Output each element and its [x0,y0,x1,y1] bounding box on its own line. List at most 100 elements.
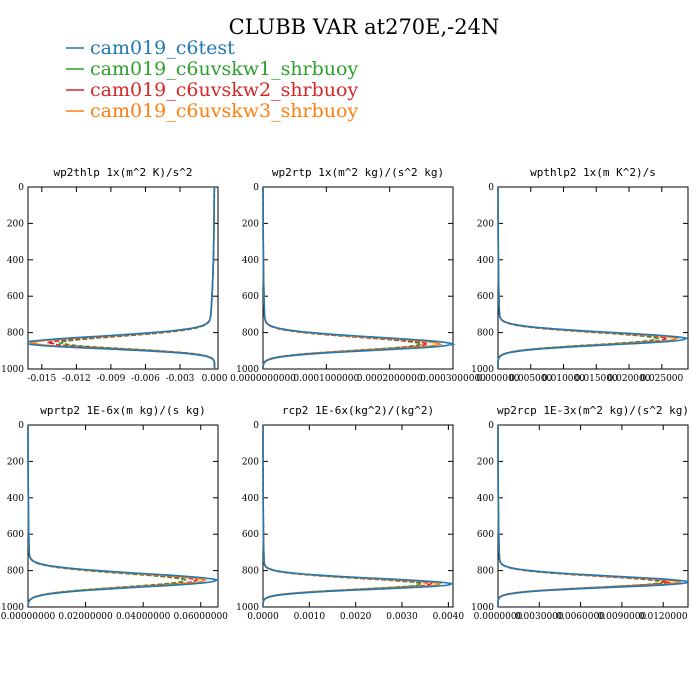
x-tick-label: 0.04000000 [116,612,171,622]
y-tick-label: 0 [488,421,494,431]
x-tick-label: 0.0090000 [598,612,647,622]
panel-title: wprtp2 1E-6x(m kg)/(s kg) [40,404,206,417]
legend-label: cam019_c6uvskw3_shrbuoy [90,100,358,122]
series-line-3 [27,425,208,608]
x-tick-label: 0.005000 [509,374,552,384]
x-tick-label: 0.0060000 [556,612,605,622]
legend-item: cam019_c6uvskw2_shrbuoy [66,79,358,101]
y-tick-label: 800 [7,567,24,577]
panel-title: rcp2 1E-6x(kg^2)/(kg^2) [282,404,434,417]
y-tick-label: 600 [7,530,24,540]
x-tick-label: -0.012 [62,374,91,384]
x-tick-label: 0.025000 [640,374,683,384]
y-tick-label: 200 [242,219,259,229]
y-tick-label: 600 [242,292,259,302]
y-tick-label: 400 [7,256,24,266]
series-line-1 [262,187,424,370]
x-tick-label: 0.0010 [294,612,326,622]
legend-item: cam019_c6uvskw3_shrbuoy [66,100,358,122]
x-tick-label: -0.009 [97,374,126,384]
x-tick-label: 0.06000000 [174,612,229,622]
panel-title: wpthlp2 1x(m K^2)/s [530,166,656,179]
legend: cam019_c6testcam019_c6uvskw1_shrbuoycam0… [66,37,358,122]
x-tick-label: 0.0002000000 [357,374,423,384]
series-line-0 [27,187,216,369]
series-line-1 [497,425,666,607]
series-line-2 [47,187,216,369]
x-tick-label: 0.0001000000 [293,374,359,384]
y-tick-label: 600 [477,530,494,540]
panel-grid: wp2thlp 1x(m^2 K)/s^2 0 200 400 600 800 1000 -0… [1,166,690,622]
y-tick-label: 200 [477,219,494,229]
y-tick-label: 600 [242,530,259,540]
x-tick-label: 0.0000000 [474,612,523,622]
y-tick-label: 200 [7,457,24,467]
series-line-0 [262,425,454,608]
series-line-0 [27,425,220,608]
series-line-1 [58,187,216,369]
x-tick-label: 0.0020 [340,612,372,622]
y-tick-label: 200 [242,457,259,467]
y-tick-label: 1000 [1,603,24,613]
chart-panel: wpthlp2 1x(m K^2)/s020040060080010000.00… [471,166,690,384]
series-line-3 [497,187,680,369]
series-line-0 [497,425,690,607]
y-tick-label: 600 [7,292,24,302]
x-tick-label: 0.0000 [247,612,279,622]
y-tick-label: 400 [477,494,494,504]
y-tick-label: 800 [242,329,259,339]
series-line-0 [497,187,690,369]
y-tick-label: 400 [242,494,259,504]
plot-frame [27,424,219,608]
panel-title: wp2rtp 1x(m^2 kg)/(s^2 kg) [272,166,444,179]
y-tick-label: 0 [18,421,24,431]
x-tick-label: 0.02000000 [58,612,113,622]
chart-panel: rcp2 1E-6x(kg^2)/(kg^2) 0 200 400 600 800 1000… [236,404,464,622]
x-tick-label: 0.0040 [433,612,465,622]
y-tick-label: 600 [477,292,494,302]
x-tick-label: 0.015000 [575,374,618,384]
y-tick-label: 400 [7,494,24,504]
y-tick-label: 200 [477,457,494,467]
y-tick-label: 800 [477,329,494,339]
chart-panel: wp2thlp 1x(m^2 K)/s^202004006008001000-0… [1,166,228,384]
x-tick-label: 0.010000 [542,374,585,384]
x-tick-label: 0.000000 [477,374,520,384]
legend-item: cam019_c6uvskw1_shrbuoy [66,58,358,80]
x-tick-label: -0.006 [131,374,160,384]
y-tick-label: 0 [253,183,259,193]
series-line-3 [262,187,443,370]
y-tick-label: 200 [7,219,24,229]
y-tick-label: 1000 [236,603,259,613]
plot-frame [27,186,219,370]
y-tick-label: 0 [488,183,494,193]
series-line-0 [262,187,456,370]
chart-panel: wp2rtp 1x(m^2 kg)/(s^2 kg) 0 200 400 600 800 1… [230,166,486,384]
series-line-2 [497,187,670,369]
series-line-3 [497,425,683,607]
plot-frame [262,424,454,608]
legend-label: cam019_c6uvskw1_shrbuoy [90,58,358,80]
x-tick-label: 0.000 [202,374,228,384]
series-line-2 [497,425,672,607]
chart-panel: wp2rcp 1E-3x(m^2 kg)/(s^2 kg)0 200 400 600 8… [471,404,690,622]
x-tick-label: 0.00000000 [1,612,56,622]
x-tick-label: -0.003 [166,374,195,384]
y-tick-label: 1000 [1,365,24,375]
y-tick-label: 800 [242,567,259,577]
panel-title: wp2thlp 1x(m^2 K)/s^2 [53,166,192,179]
main-title: CLUBB VAR at270E,-24N [229,15,500,39]
legend-label: cam019_c6uvskw2_shrbuoy [90,79,358,101]
series-line-3 [30,187,216,369]
y-tick-label: 1000 [471,365,494,375]
series-line-2 [27,425,200,608]
x-tick-label: 0.020000 [608,374,651,384]
y-tick-label: 0 [18,183,24,193]
y-tick-label: 1000 [471,603,494,613]
y-tick-label: 800 [477,567,494,577]
legend-item: cam019_c6test [66,37,235,59]
x-tick-label: 0.0000000000 [230,374,296,384]
panel-title: wp2rcp 1E-3x(m^2 kg)/(s^2 kg) [497,404,689,417]
y-tick-label: 1000 [236,365,259,375]
y-tick-label: 400 [242,256,259,266]
